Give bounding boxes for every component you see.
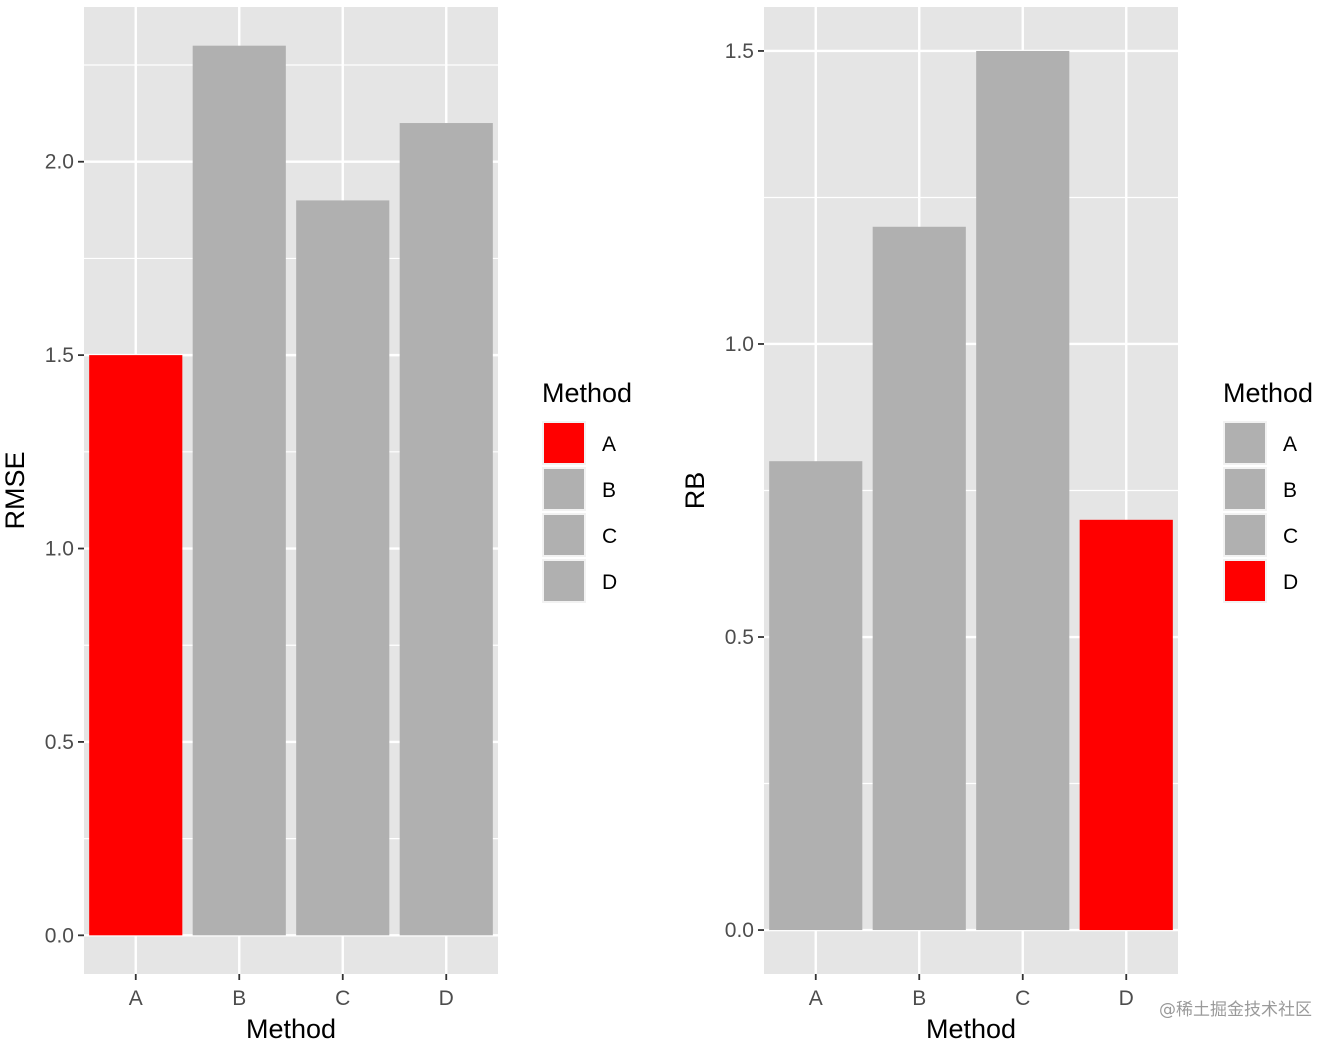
bar-a xyxy=(89,355,183,936)
legend-key-swatch xyxy=(544,561,584,601)
y-axis-title: RB xyxy=(680,472,710,510)
y-tick-label: 1.5 xyxy=(725,40,754,63)
legend-key-swatch xyxy=(1225,515,1265,555)
legend-label: C xyxy=(1283,525,1298,548)
legend-key-swatch xyxy=(1225,469,1265,509)
legend-label: A xyxy=(602,433,616,456)
legend-label: D xyxy=(602,571,617,594)
y-tick-label: 0.0 xyxy=(45,924,74,947)
bar-d xyxy=(399,123,493,936)
legend-key-swatch xyxy=(544,423,584,463)
x-tick-label: D xyxy=(1119,987,1134,1010)
bar-c xyxy=(976,50,1070,931)
x-axis-title: Method xyxy=(246,1014,336,1044)
legend-title: Method xyxy=(542,378,632,408)
legend-label: D xyxy=(1283,571,1298,594)
legend-title: Method xyxy=(1223,378,1313,408)
legend-label: B xyxy=(1283,479,1297,502)
x-tick-label: C xyxy=(335,987,350,1010)
bar-b xyxy=(872,226,966,931)
watermark-text: @稀土掘金技术社区 xyxy=(1159,1000,1312,1020)
legend-key-swatch xyxy=(1225,561,1265,601)
legend-label: C xyxy=(602,525,617,548)
x-axis-title: Method xyxy=(926,1014,1016,1044)
legend-label: A xyxy=(1283,433,1297,456)
y-tick-label: 0.5 xyxy=(45,731,74,754)
bar-a xyxy=(769,461,863,931)
bar-c xyxy=(296,200,390,936)
x-tick-label: C xyxy=(1015,987,1030,1010)
x-tick-label: D xyxy=(439,987,454,1010)
y-tick-label: 1.0 xyxy=(725,333,754,356)
y-tick-label: 0.0 xyxy=(725,919,754,942)
y-axis-title: RMSE xyxy=(0,451,30,529)
legend-key-swatch xyxy=(544,515,584,555)
legend-key-swatch xyxy=(1225,423,1265,463)
bar-d xyxy=(1079,519,1173,931)
y-tick-label: 1.0 xyxy=(45,538,74,561)
x-tick-label: B xyxy=(232,987,246,1010)
x-tick-label: B xyxy=(912,987,926,1010)
bar-b xyxy=(192,45,286,936)
x-tick-label: A xyxy=(129,987,143,1010)
y-tick-label: 2.0 xyxy=(45,151,74,174)
legend-key-swatch xyxy=(544,469,584,509)
x-tick-label: A xyxy=(809,987,823,1010)
y-tick-label: 1.5 xyxy=(45,344,74,367)
y-tick-label: 0.5 xyxy=(725,626,754,649)
legend-label: B xyxy=(602,479,616,502)
